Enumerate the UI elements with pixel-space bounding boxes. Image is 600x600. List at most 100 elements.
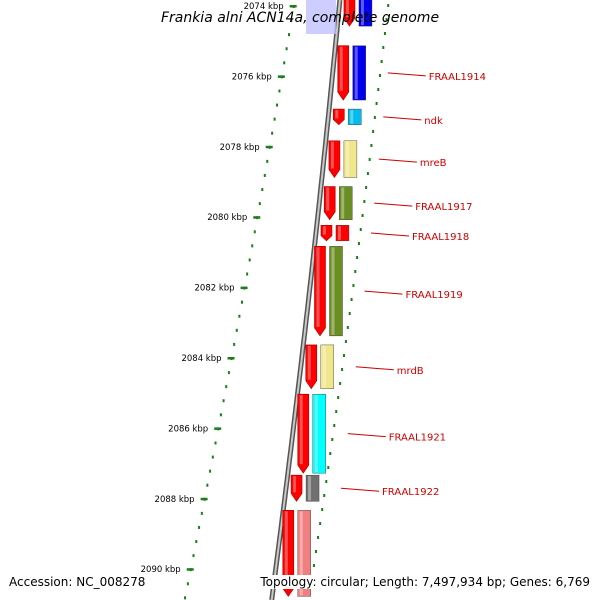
- outer-scale-dot: [329, 452, 332, 455]
- orf-arrow: [314, 246, 326, 337]
- scale-dot: [235, 328, 238, 332]
- gene-label: FRAAL1917: [415, 202, 472, 213]
- outer-scale-dot: [342, 354, 345, 357]
- label-leader: [374, 202, 413, 207]
- scale-dot: [219, 413, 222, 417]
- gene-feature-feature-0: [358, 0, 373, 27]
- scale-dot: [186, 582, 189, 586]
- outer-scale-dot: [378, 74, 381, 77]
- outer-scale-dot: [365, 186, 368, 189]
- scale-dot: [258, 202, 261, 206]
- orf-arrow: [290, 474, 303, 502]
- orf-arrow-highlight: [299, 395, 303, 465]
- gene-feature-highlight: [322, 345, 326, 388]
- scale-dot: [238, 314, 241, 318]
- gene-label: FRAAL1922: [382, 487, 439, 498]
- outer-scale-dot: [370, 144, 373, 147]
- orf-arrow-highlight: [345, 0, 349, 18]
- scale-tick-label: 2074 kbp: [244, 2, 284, 12]
- orf-arrow-highlight: [330, 141, 334, 169]
- gene-feature-highlight: [345, 141, 349, 177]
- scale-dot: [198, 525, 201, 529]
- outer-scale-dot: [312, 564, 315, 567]
- scale-dot: [261, 188, 264, 192]
- gene-feature-fraal1922: [305, 474, 320, 502]
- scale-dot: [273, 117, 276, 121]
- scale-dot: [195, 540, 198, 544]
- orf-arrow-highlight: [307, 345, 311, 380]
- outer-scale-dot: [325, 480, 328, 483]
- orf-arrow-highlight: [293, 476, 297, 493]
- outer-scale-dot: [385, 18, 388, 21]
- label-leader: [364, 290, 403, 295]
- scale-dot: [184, 596, 187, 600]
- outer-scale-dot: [357, 242, 360, 245]
- scale-dot: [266, 159, 269, 163]
- scale-dot: [240, 300, 243, 304]
- outer-scale-dot: [323, 494, 326, 497]
- scale-dot: [222, 399, 225, 403]
- gene-feature-highlight: [354, 46, 358, 100]
- scale-dot: [290, 19, 293, 23]
- gene-feature-ndk: [348, 108, 362, 125]
- outer-scale-dot: [368, 158, 371, 161]
- orf-arrow-highlight: [316, 247, 320, 327]
- outer-scale-dot: [321, 508, 324, 511]
- scale-dot: [227, 371, 230, 375]
- outer-scale-dot: [375, 102, 378, 105]
- outer-scale-dot: [366, 172, 369, 175]
- outer-scale-dot: [356, 256, 359, 259]
- label-leader: [370, 232, 410, 237]
- scale-dot: [209, 469, 212, 473]
- outer-scale-dot: [350, 298, 353, 301]
- gene-feature-highlight: [299, 511, 303, 596]
- outer-scale-dot: [339, 382, 342, 385]
- scale-dot: [225, 385, 228, 389]
- gene-label: FRAAL1918: [412, 232, 469, 243]
- scale-dot: [251, 244, 254, 248]
- scale-dot: [278, 89, 281, 93]
- outer-scale-dot: [346, 326, 349, 329]
- gene-label: ndk: [424, 116, 443, 127]
- scale-tick: [214, 427, 222, 430]
- scale-tick-label: 2076 kbp: [232, 72, 272, 82]
- scale-dot: [211, 455, 214, 459]
- map-title: Frankia alni ACN14a, complete genome: [160, 10, 440, 26]
- scale-tick: [265, 145, 273, 149]
- outer-scale-dot: [382, 46, 385, 49]
- scale-tick: [200, 497, 208, 501]
- orf-arrow-highlight: [326, 187, 330, 211]
- scale-tick-label: 2084 kbp: [181, 354, 221, 364]
- gene-feature-fraal1918: [335, 225, 350, 242]
- label-leader: [387, 72, 426, 77]
- outer-scale-dot: [319, 522, 322, 525]
- orf-arrow: [305, 344, 318, 390]
- scale-tick: [227, 357, 235, 360]
- scale-dot: [206, 483, 209, 487]
- label-leader: [355, 366, 394, 371]
- outer-scale-dot: [333, 424, 336, 427]
- scale-dot: [283, 61, 286, 65]
- scale-dot: [246, 272, 249, 276]
- outer-scale-dot: [380, 60, 383, 63]
- gene-label: FRAAL1919: [405, 290, 462, 301]
- orf-arrow: [297, 393, 310, 474]
- scale-dot: [248, 258, 251, 262]
- scale-dot: [271, 131, 274, 135]
- gene-feature-highlight: [331, 247, 335, 335]
- accession-label: Accession: NC_008278: [7, 575, 148, 589]
- outer-scale-dot: [359, 228, 362, 231]
- scale-tick: [240, 286, 248, 290]
- outer-scale-dot: [335, 410, 338, 413]
- gene-feature-highlight: [314, 395, 318, 473]
- outer-scale-dot: [373, 116, 376, 119]
- orf-arrow: [320, 224, 333, 242]
- gene-label: mrdB: [397, 366, 424, 377]
- scale-tick-label: 2090 kbp: [141, 565, 181, 575]
- scale-tick: [277, 75, 285, 78]
- scale-dot: [192, 554, 195, 558]
- outer-scale-dot: [337, 396, 340, 399]
- scale-dot: [200, 511, 203, 515]
